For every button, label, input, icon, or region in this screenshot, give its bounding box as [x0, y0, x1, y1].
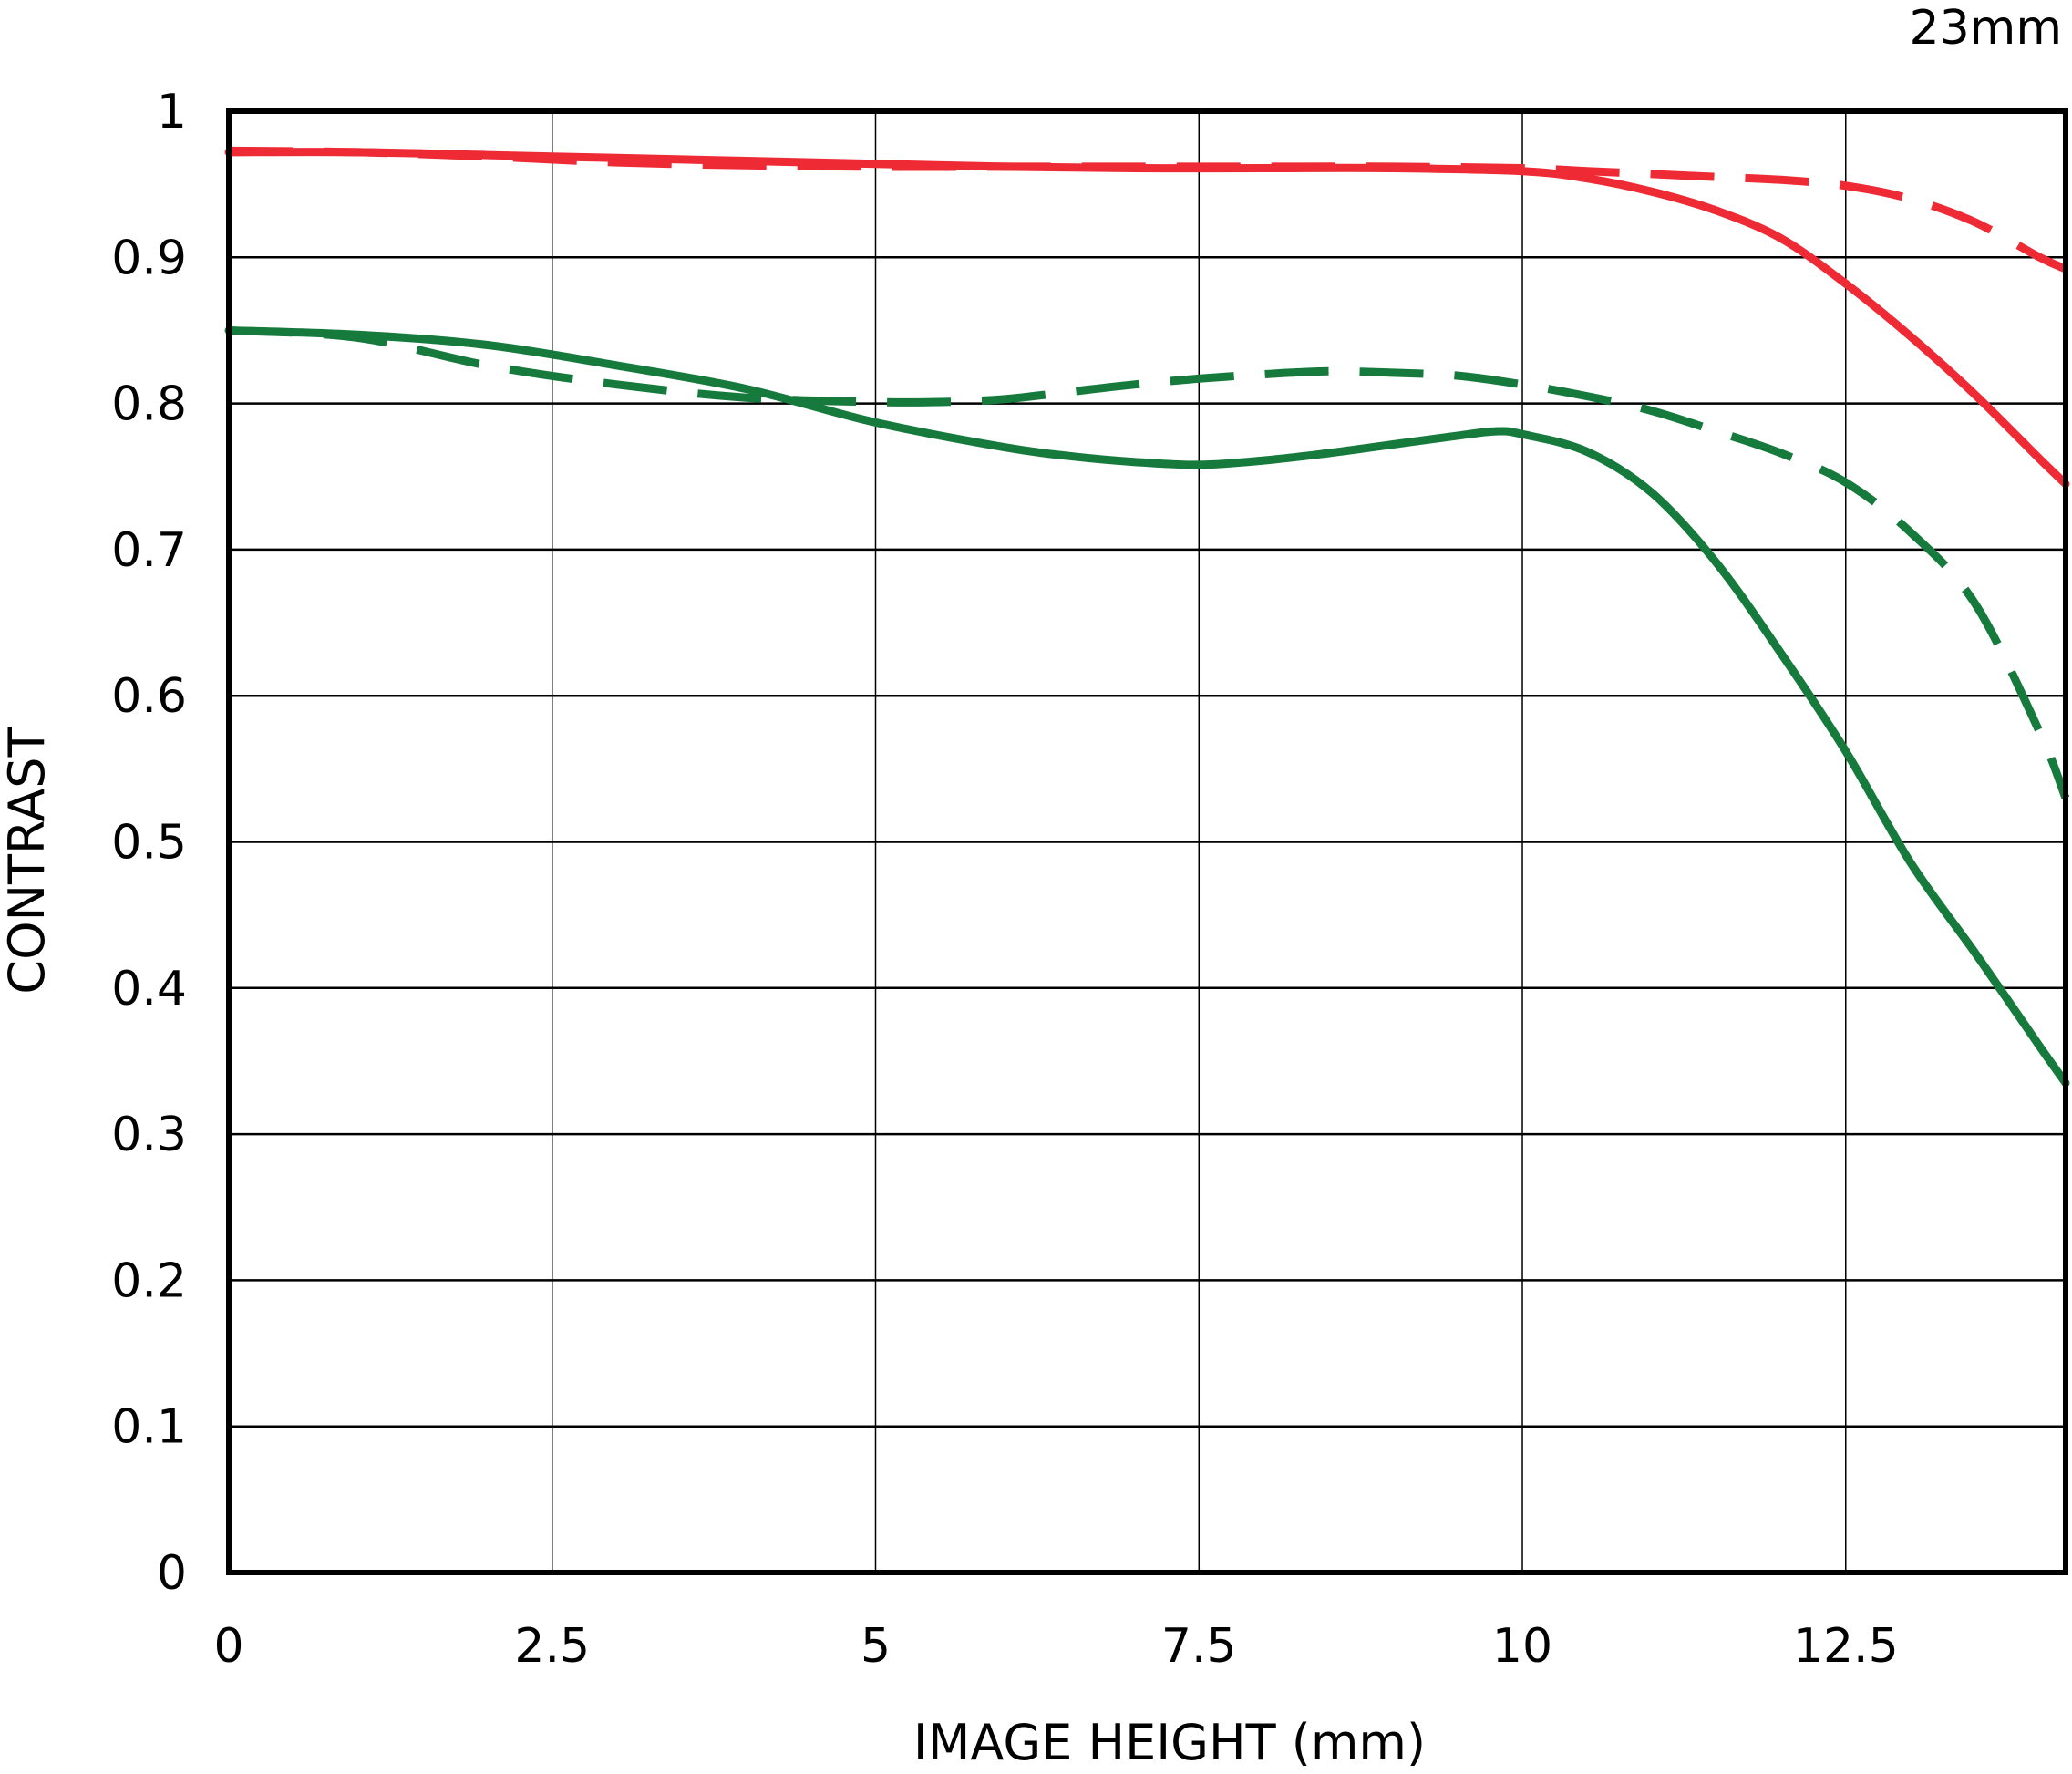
x-tick-label: 5 [861, 1619, 891, 1674]
y-tick-label: 0.9 [111, 231, 187, 285]
y-tick-label: 0.5 [111, 816, 187, 871]
x-tick-label: 10 [1492, 1619, 1552, 1674]
y-tick-label: 0.8 [111, 377, 187, 432]
x-axis-title: IMAGE HEIGHT (mm) [913, 1714, 1426, 1771]
plot-frame [226, 108, 2068, 1575]
red-solid-series-line [224, 148, 2070, 489]
gridlines [229, 111, 2066, 1573]
y-tick-label: 0.7 [111, 523, 187, 578]
y-tick-label: 0.6 [111, 669, 187, 724]
y-axis-title: CONTRAST [0, 726, 56, 994]
green-solid-series-line [224, 326, 2070, 1088]
x-tick-label: 12.5 [1793, 1619, 1899, 1674]
x-tick-label: 2.5 [514, 1619, 590, 1674]
green-dashed-series-line [228, 326, 2070, 800]
x-tick-label: 7.5 [1161, 1619, 1237, 1674]
red-dashed-series-line [228, 146, 2067, 273]
series-lines [224, 146, 2070, 1088]
lens-focal-length-label: 23mm [1910, 1, 2062, 56]
y-tick-label: 0.4 [111, 962, 187, 1016]
tick-labels: 00.10.20.30.40.50.60.70.80.910 2.5 5 7.5 10 1… [111, 85, 1898, 1674]
y-tick-label: 1 [157, 85, 187, 139]
y-tick-label: 0 [157, 1546, 187, 1601]
y-tick-label: 0.2 [111, 1253, 187, 1308]
y-tick-label: 0.1 [111, 1400, 187, 1455]
x-tick-label: 0 [213, 1619, 243, 1674]
y-tick-label: 0.3 [111, 1108, 187, 1162]
